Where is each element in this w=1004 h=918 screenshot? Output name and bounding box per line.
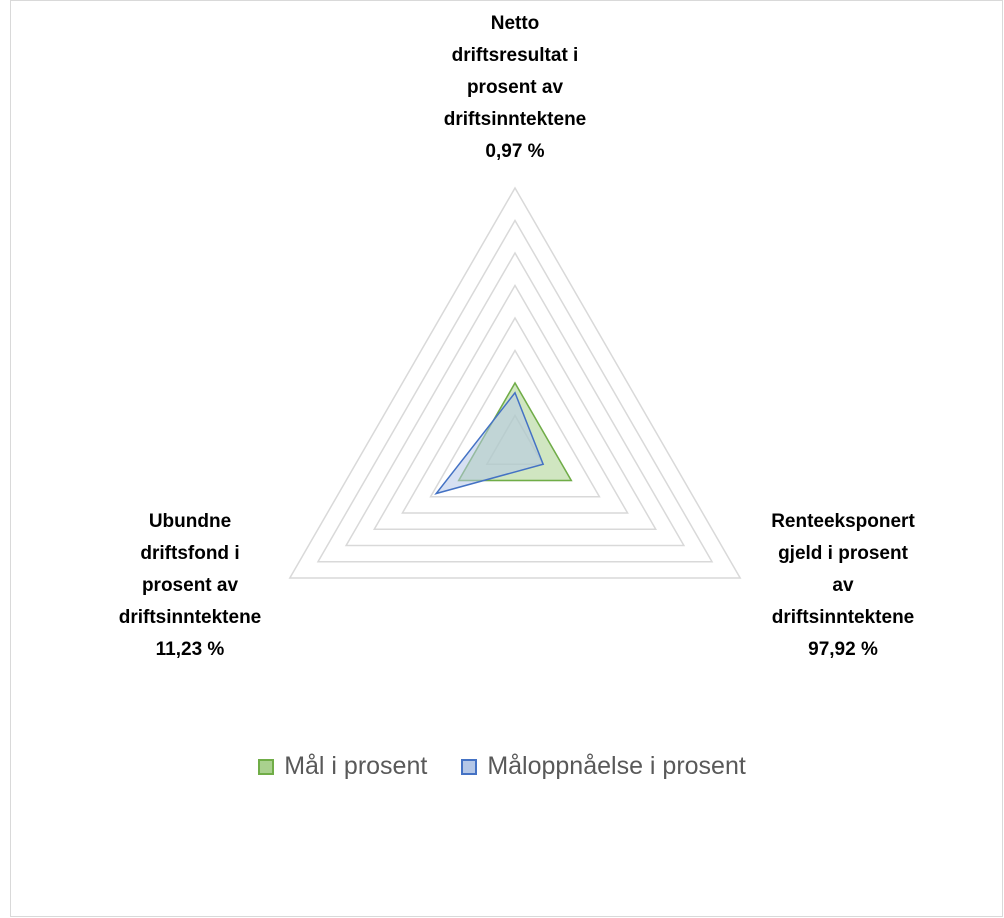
grid-ring [316,218,714,563]
grid-ring [429,349,601,498]
grid-ring [288,186,742,579]
category-label: Ubundne driftsfond i prosent av driftsin… [118,511,262,660]
grid-ring [372,283,658,530]
category-label: Netto driftsresultat i prosent av drifts… [443,13,587,162]
legend-item: Måloppnåelse i prosent [461,752,746,781]
chart-frame [10,0,1003,917]
legend-label: Mål i prosent [284,752,428,780]
category-label: Renteeksponert gjeld i prosent av drifts… [771,511,915,660]
grid-ring [344,251,686,547]
legend: Mål i prosent Måloppnåelse i prosent [0,752,1004,781]
legend-label: Måloppnåelse i prosent [487,752,746,780]
legend-swatch [461,758,478,775]
legend-item: Mål i prosent [258,752,427,781]
series-area [434,391,545,495]
legend-swatch [258,758,275,775]
grid-ring [401,316,629,514]
